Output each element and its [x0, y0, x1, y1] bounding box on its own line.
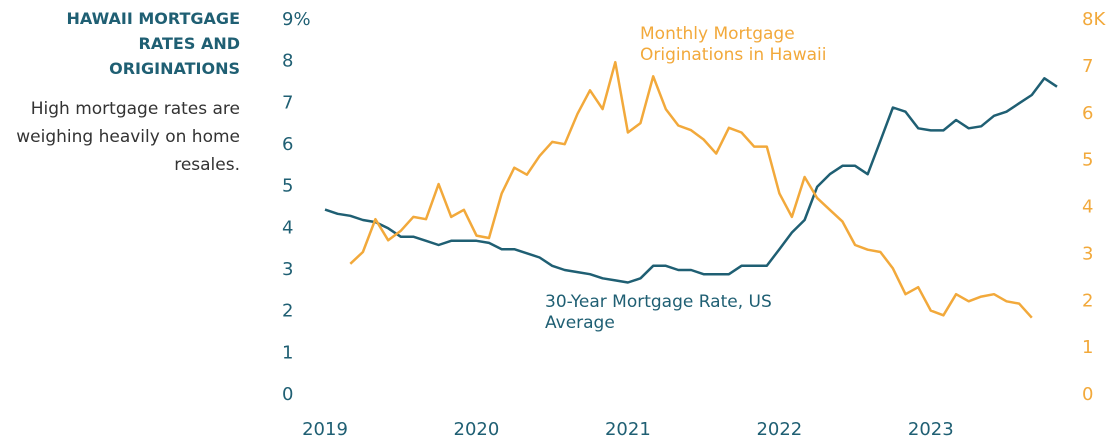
chart-subtitle: High mortgage rates are weighing heavily… — [16, 99, 240, 175]
y-tick-label: 5 — [282, 176, 293, 197]
annotation: 30-Year Mortgage Rate, US Average — [545, 292, 772, 333]
y-tick-label: 0 — [282, 384, 293, 405]
y-tick-label: 5 — [1082, 150, 1093, 171]
x-tick-label: 2019 — [302, 419, 348, 440]
y-tick-label: 1 — [282, 342, 293, 363]
y-tick-label: 4 — [282, 217, 293, 238]
y-tick-label: 8K — [1082, 9, 1106, 30]
y-tick-label: 3 — [1082, 243, 1093, 264]
y-tick-label: 2 — [1082, 290, 1093, 311]
y-tick-label: 3 — [282, 259, 293, 280]
y-tick-label: 4 — [1082, 197, 1093, 218]
y-tick-label: 6 — [1082, 103, 1093, 124]
x-tick-label: 2022 — [756, 419, 802, 440]
y-tick-label: 0 — [1082, 384, 1093, 405]
chart-title: HAWAII MORTGAGE RATES AND ORIGINATIONS — [66, 9, 240, 78]
y-tick-label: 7 — [1082, 56, 1093, 77]
y-tick-label: 6 — [282, 134, 293, 155]
line — [349, 60, 1033, 319]
x-tick-label: 2020 — [454, 419, 500, 440]
y-tick-label: 8 — [282, 51, 293, 72]
y-tick-label: 7 — [282, 92, 293, 113]
x-tick-label: 2023 — [908, 419, 954, 440]
annotation: Monthly Mortgage Originations in Hawaii — [640, 24, 827, 65]
x-tick-label: 2021 — [605, 419, 651, 440]
y-tick-label: 1 — [1082, 337, 1093, 358]
line — [324, 77, 1058, 284]
y-tick-label: 9% — [282, 9, 311, 30]
y-tick-label: 2 — [282, 301, 293, 322]
